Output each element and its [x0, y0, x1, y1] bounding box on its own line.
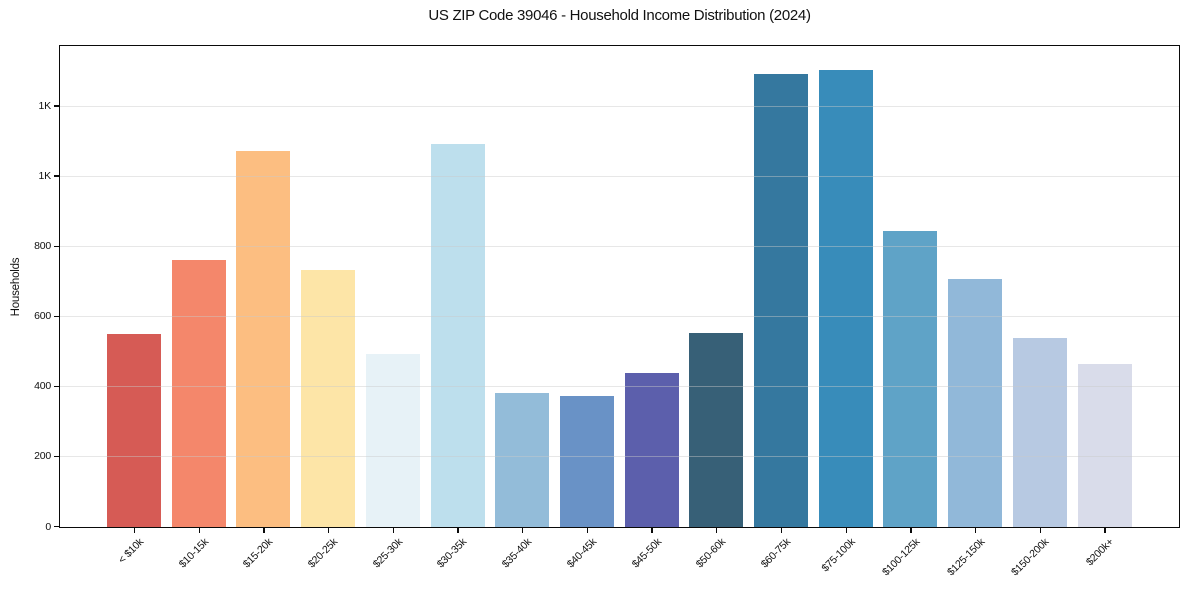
- x-tick-label: $200k+: [1084, 536, 1117, 569]
- x-tick-label: $30-35k: [435, 536, 470, 571]
- x-tick-mark-2: [263, 528, 265, 533]
- y-tick-mark-1000: [54, 175, 59, 177]
- x-tick-mark-7: [586, 528, 589, 533]
- x-tick-mark-6: [522, 528, 524, 533]
- y-tick-mark-400: [54, 385, 59, 388]
- x-tick-label: $75-100k: [819, 536, 858, 575]
- x-tick-label: $150-200k: [1009, 536, 1052, 579]
- x-tick-label: $100-125k: [880, 536, 923, 579]
- x-tick-mark-3: [327, 528, 330, 533]
- x-tick-label: $125-150k: [944, 536, 988, 579]
- x-tick-mark-0: [133, 528, 136, 533]
- y-tick-label-200: 200: [34, 450, 51, 463]
- bar-10k: [107, 333, 161, 527]
- bar-35-40k: [495, 392, 550, 527]
- bar-100-125k: [883, 230, 938, 527]
- x-tick-label: $40-45k: [564, 536, 599, 571]
- chart-title: US ZIP Code 39046 - Household Income Dis…: [428, 7, 811, 24]
- x-tick-mark-9: [716, 528, 718, 533]
- y-axis-label: Households: [10, 257, 22, 317]
- bar-15-20k: [236, 151, 291, 527]
- x-tick-mark-15: [1104, 528, 1106, 533]
- x-tick-mark-8: [651, 528, 653, 533]
- gridline-600: [60, 315, 1179, 317]
- gridline-800: [60, 245, 1179, 247]
- bar-20-25k: [301, 269, 356, 527]
- bar-10-15k: [171, 259, 226, 527]
- y-tick-mark-600: [54, 315, 59, 317]
- plot-area: [59, 45, 1180, 528]
- y-tick-mark-0: [54, 525, 59, 528]
- x-tick-mark-5: [457, 528, 459, 533]
- x-tick-label: $25-30k: [370, 536, 405, 571]
- y-tick-label-0: 0: [45, 520, 51, 533]
- bar-75-100k: [818, 70, 873, 527]
- x-tick-label: $15-20k: [241, 536, 276, 571]
- x-tick-label: $60-75k: [758, 536, 793, 571]
- gridline-1000: [60, 175, 1179, 177]
- y-tick-mark-1200: [54, 105, 59, 107]
- gridline-400: [60, 385, 1179, 387]
- x-tick-label: $20-25k: [305, 536, 341, 571]
- x-tick-mark-4: [392, 528, 394, 533]
- bar-125-150k: [948, 279, 1003, 527]
- bar-50-60k: [689, 333, 744, 527]
- x-tick-mark-13: [974, 528, 977, 533]
- y-tick-label-800: 800: [34, 240, 51, 253]
- bar-60-75k: [754, 74, 808, 527]
- bar-30-35k: [430, 143, 485, 527]
- x-tick-label: < $10k: [115, 536, 146, 567]
- x-tick-mark-10: [780, 528, 783, 533]
- bar-200k: [1077, 363, 1132, 527]
- bar-25-30k: [365, 353, 420, 527]
- gridline-200: [60, 455, 1179, 457]
- x-tick-mark-12: [910, 528, 912, 533]
- gridline-1200: [60, 105, 1179, 107]
- bar-150-200k: [1012, 337, 1067, 527]
- x-tick-label: $10-15k: [176, 536, 211, 571]
- y-tick-label-1000: 1K: [38, 170, 52, 183]
- x-tick-mark-1: [198, 528, 200, 533]
- x-tick-label: $35-40k: [499, 536, 535, 571]
- y-tick-mark-800: [54, 245, 59, 247]
- y-tick-label-1200: 1K: [38, 100, 52, 113]
- bar-40-45k: [559, 396, 614, 527]
- y-tick-mark-200: [54, 455, 59, 458]
- y-tick-label-400: 400: [34, 380, 51, 393]
- y-tick-label-600: 600: [34, 310, 51, 323]
- bar-45-50k: [624, 373, 679, 527]
- x-tick-mark-14: [1039, 528, 1041, 533]
- x-tick-mark-11: [845, 528, 847, 533]
- x-tick-label: $45-50k: [629, 536, 664, 571]
- x-tick-label: $50-60k: [693, 536, 729, 571]
